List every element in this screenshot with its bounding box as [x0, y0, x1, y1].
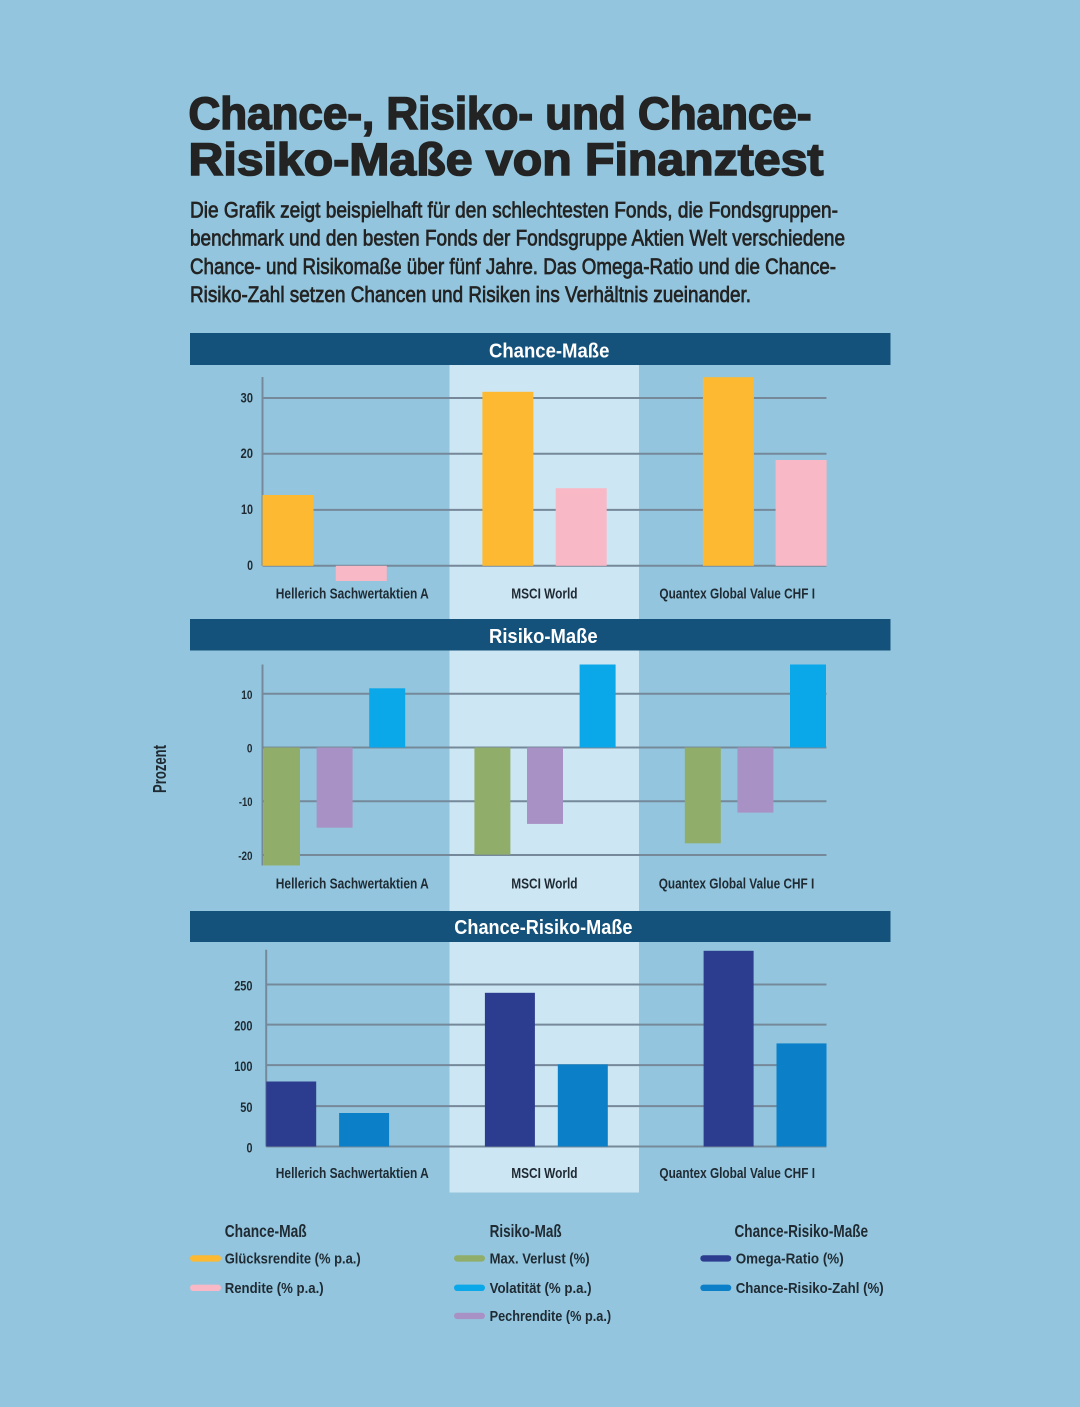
- svg-text:Hellerich Sachwertaktien A: Hellerich Sachwertaktien A: [276, 1165, 429, 1182]
- svg-text:Pechrendite (% p.a.): Pechrendite (% p.a.): [490, 1308, 611, 1325]
- svg-text:100: 100: [234, 1059, 253, 1074]
- svg-text:20: 20: [241, 446, 254, 462]
- svg-text:Chance-Risiko-Maße: Chance-Risiko-Maße: [735, 1221, 869, 1241]
- svg-text:250: 250: [234, 978, 253, 993]
- svg-text:Chance-, Risiko- und Chance-: Chance-, Risiko- und Chance-: [189, 88, 812, 139]
- svg-text:0: 0: [247, 742, 253, 756]
- svg-text:Prozent: Prozent: [149, 745, 170, 793]
- svg-text:10: 10: [241, 502, 253, 518]
- svg-text:MSCI World: MSCI World: [511, 876, 577, 893]
- svg-text:Hellerich Sachwertaktien A: Hellerich Sachwertaktien A: [276, 585, 429, 602]
- svg-text:Quantex Global Value CHF I: Quantex Global Value CHF I: [659, 876, 815, 893]
- svg-text:200: 200: [234, 1018, 253, 1033]
- svg-text:10: 10: [241, 688, 252, 702]
- svg-text:Chance-Risiko-Zahl (%): Chance-Risiko-Zahl (%): [736, 1280, 884, 1297]
- svg-text:Omega-Ratio (%): Omega-Ratio (%): [736, 1251, 844, 1268]
- svg-text:Chance-Risiko-Maße: Chance-Risiko-Maße: [454, 917, 632, 939]
- svg-text:MSCI World: MSCI World: [511, 1165, 577, 1182]
- svg-text:Risiko-Maße von Finanztest: Risiko-Maße von Finanztest: [189, 134, 824, 185]
- svg-text:Max. Verlust (%): Max. Verlust (%): [490, 1251, 590, 1268]
- svg-text:Chance-Maß: Chance-Maß: [225, 1221, 307, 1241]
- svg-text:benchmark und den besten Fonds: benchmark und den besten Fonds der Fonds…: [190, 226, 845, 251]
- svg-text:0: 0: [247, 558, 253, 574]
- svg-text:MSCI World: MSCI World: [511, 585, 577, 602]
- svg-text:Risiko-Maße: Risiko-Maße: [489, 626, 598, 648]
- svg-text:Glücksrendite (% p.a.): Glücksrendite (% p.a.): [225, 1251, 361, 1268]
- svg-text:-10: -10: [239, 795, 253, 809]
- svg-text:30: 30: [241, 390, 254, 406]
- svg-text:0: 0: [247, 1140, 253, 1155]
- svg-text:Chance-Maße: Chance-Maße: [489, 341, 610, 363]
- svg-text:Volatität (% p.a.): Volatität (% p.a.): [490, 1280, 592, 1297]
- svg-text:Quantex Global Value CHF I: Quantex Global Value CHF I: [659, 1165, 815, 1182]
- svg-text:Quantex Global Value CHF I: Quantex Global Value CHF I: [659, 585, 815, 602]
- svg-text:Risiko-Zahl setzen Chancen und: Risiko-Zahl setzen Chancen und Risiken i…: [190, 282, 751, 307]
- svg-text:50: 50: [240, 1100, 253, 1115]
- svg-text:-20: -20: [238, 849, 253, 863]
- svg-text:Risiko-Maß: Risiko-Maß: [490, 1221, 562, 1241]
- svg-text:Die Grafik zeigt beispielhaft: Die Grafik zeigt beispielhaft für den sc…: [190, 198, 838, 223]
- svg-text:Chance- und Risikomaße über fü: Chance- und Risikomaße über fünf Jahre. …: [190, 254, 836, 279]
- svg-text:Rendite (% p.a.): Rendite (% p.a.): [225, 1280, 324, 1297]
- svg-text:Hellerich Sachwertaktien A: Hellerich Sachwertaktien A: [276, 876, 429, 893]
